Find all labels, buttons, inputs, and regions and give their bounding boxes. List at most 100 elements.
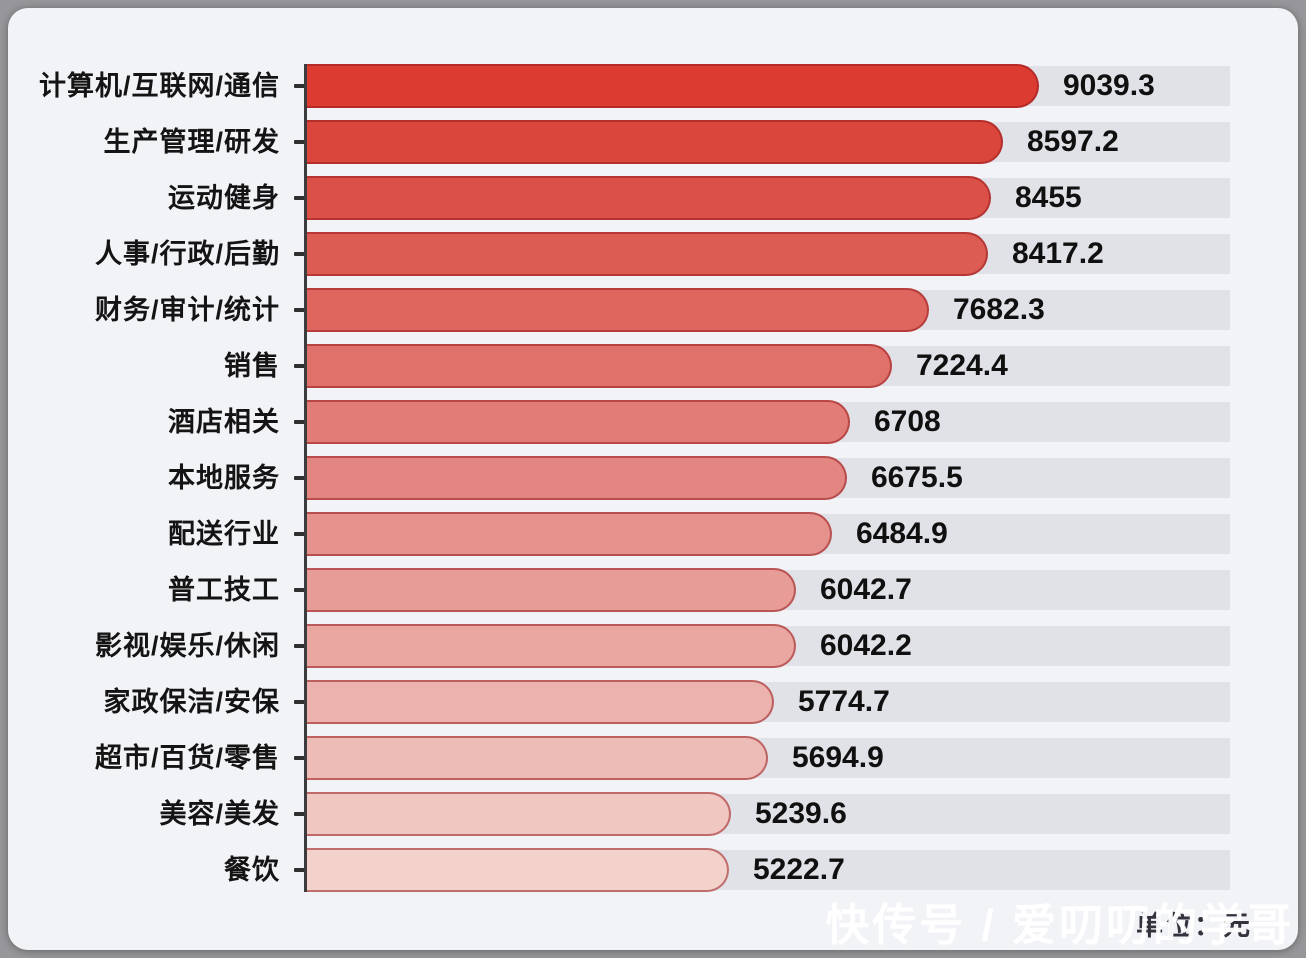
value-label: 7224.4: [916, 349, 1008, 382]
category-label: 人事/行政/后勤: [94, 238, 280, 269]
tick-zone: [280, 842, 306, 898]
bar-area: 8597.2: [306, 120, 1230, 164]
category-label: 餐饮: [224, 854, 280, 885]
bar-row: 配送行业 6484.9: [8, 506, 1298, 562]
bar: [306, 512, 832, 556]
bar-area: 5239.6: [306, 792, 1230, 836]
tick-zone: [280, 506, 306, 562]
value-label: 6042.7: [820, 573, 912, 606]
bar: [306, 848, 730, 892]
tick-zone: [280, 338, 306, 394]
category-label: 销售: [224, 350, 280, 381]
bar-area: 5222.7: [306, 848, 1230, 892]
bar: [306, 344, 892, 388]
value-label: 8455: [1015, 181, 1082, 214]
bar: [306, 680, 775, 724]
y-axis-line: [304, 64, 307, 892]
tick-zone: [280, 730, 306, 786]
tick-zone: [280, 114, 306, 170]
tick-zone: [280, 58, 306, 114]
bar-area: 7682.3: [306, 288, 1230, 332]
axis-tick: [294, 308, 305, 312]
bar-area: 8455: [306, 176, 1230, 220]
value-label: 5239.6: [755, 797, 847, 830]
bar-row: 美容/美发 5239.6: [8, 786, 1298, 842]
axis-tick: [294, 700, 305, 704]
tick-zone: [280, 562, 306, 618]
bar-area: 6708: [306, 400, 1230, 444]
category-label: 超市/百货/零售: [94, 742, 280, 773]
value-label: 7682.3: [953, 293, 1045, 326]
bar: [306, 456, 848, 500]
axis-tick: [294, 532, 305, 536]
value-label: 8417.2: [1012, 237, 1104, 270]
axis-tick: [294, 196, 305, 200]
bar: [306, 792, 731, 836]
bar-area: 6675.5: [306, 456, 1230, 500]
category-label: 酒店相关: [168, 406, 280, 437]
bar-row: 超市/百货/零售 5694.9: [8, 730, 1298, 786]
bar-area: 8417.2: [306, 232, 1230, 276]
bar-row: 财务/审计/统计 7682.3: [8, 282, 1298, 338]
unit-label: 单位：元: [1136, 911, 1252, 941]
value-label: 8597.2: [1027, 125, 1119, 158]
tick-zone: [280, 618, 306, 674]
value-label: 6042.2: [820, 629, 912, 662]
category-label: 家政保洁/安保: [103, 686, 280, 717]
bar: [306, 736, 768, 780]
value-label: 5694.9: [792, 741, 884, 774]
bar-row: 酒店相关 6708: [8, 394, 1298, 450]
bar-area: 6484.9: [306, 512, 1230, 556]
category-label: 配送行业: [168, 518, 280, 549]
bar-row: 影视/娱乐/休闲 6042.2: [8, 618, 1298, 674]
bar-row: 家政保洁/安保 5774.7: [8, 674, 1298, 730]
value-label: 9039.3: [1063, 69, 1155, 102]
bar-area: 6042.7: [306, 568, 1230, 612]
category-label: 本地服务: [168, 462, 280, 493]
axis-tick: [294, 140, 305, 144]
category-label: 普工技工: [168, 574, 280, 605]
category-label: 生产管理/研发: [103, 126, 280, 157]
bar-row: 餐饮 5222.7: [8, 842, 1298, 898]
bar-area: 6042.2: [306, 624, 1230, 668]
bar: [306, 288, 929, 332]
bar-area: 5774.7: [306, 680, 1230, 724]
bar: [306, 624, 796, 668]
value-label: 5774.7: [798, 685, 890, 718]
bar: [306, 232, 989, 276]
bar-row: 计算机/互联网/通信 9039.3: [8, 58, 1298, 114]
category-label: 计算机/互联网/通信: [38, 70, 280, 101]
tick-zone: [280, 786, 306, 842]
bar-row: 生产管理/研发 8597.2: [8, 114, 1298, 170]
bar-row: 普工技工 6042.7: [8, 562, 1298, 618]
bar: [306, 400, 850, 444]
value-label: 6484.9: [856, 517, 948, 550]
bar-area: 5694.9: [306, 736, 1230, 780]
tick-zone: [280, 394, 306, 450]
bar: [306, 176, 992, 220]
bar-row: 运动健身 8455: [8, 170, 1298, 226]
bar-row: 人事/行政/后勤 8417.2: [8, 226, 1298, 282]
axis-tick: [294, 588, 305, 592]
bar: [306, 568, 796, 612]
axis-tick: [294, 252, 305, 256]
tick-zone: [280, 282, 306, 338]
watermark: 快传号 / 爱叨叨的学哥: [825, 901, 1294, 950]
axis-tick: [294, 756, 305, 760]
bar-row: 本地服务 6675.5: [8, 450, 1298, 506]
chart-card: 计算机/互联网/通信 9039.3 生产管理/研发 8597.2 运动健身 84…: [8, 8, 1298, 950]
category-label: 美容/美发: [159, 798, 280, 829]
tick-zone: [280, 226, 306, 282]
axis-tick: [294, 644, 305, 648]
tick-zone: [280, 450, 306, 506]
tick-zone: [280, 170, 306, 226]
bar-area: 7224.4: [306, 344, 1230, 388]
bar-area: 9039.3: [306, 64, 1230, 108]
axis-tick: [294, 420, 305, 424]
axis-tick: [294, 476, 305, 480]
axis-tick: [294, 812, 305, 816]
value-label: 6675.5: [871, 461, 963, 494]
bar: [306, 120, 1003, 164]
category-label: 财务/审计/统计: [94, 294, 280, 325]
category-label: 影视/娱乐/休闲: [94, 630, 280, 661]
